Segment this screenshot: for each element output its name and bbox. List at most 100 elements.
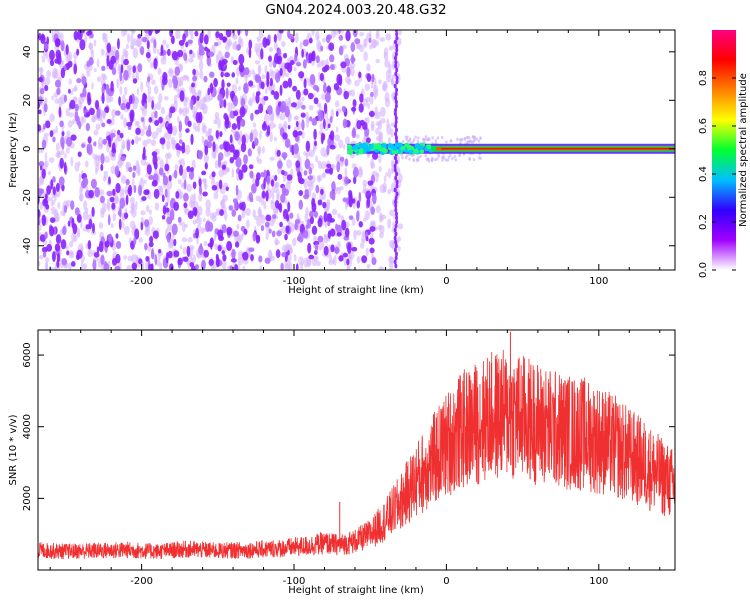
noise-speckle — [133, 184, 137, 194]
noise-speckle — [383, 47, 389, 56]
noise-speckle — [322, 171, 326, 179]
noise-speckle — [434, 158, 437, 162]
noise-streak — [394, 115, 398, 121]
noise-speckle — [308, 167, 313, 175]
noise-speckle — [250, 112, 254, 122]
signal-blob — [426, 144, 432, 150]
noise-speckle — [252, 92, 255, 104]
noise-speckle — [234, 131, 240, 141]
noise-speckle — [344, 158, 349, 167]
noise-speckle — [181, 141, 186, 150]
noise-speckle — [198, 151, 203, 160]
noise-speckle — [148, 174, 154, 181]
noise-speckle — [308, 37, 313, 44]
noise-speckle — [362, 121, 368, 131]
noise-speckle — [61, 184, 65, 192]
noise-speckle — [42, 123, 46, 130]
noise-speckle — [65, 107, 70, 117]
noise-speckle — [51, 250, 56, 263]
noise-speckle — [69, 240, 74, 248]
noise-speckle — [46, 69, 51, 79]
noise-speckle — [320, 188, 324, 196]
noise-speckle — [264, 257, 271, 264]
noise-speckle — [359, 31, 365, 37]
noise-speckle — [178, 139, 183, 144]
noise-speckle — [164, 188, 168, 198]
noise-speckle — [153, 39, 157, 49]
noise-speckle — [55, 152, 61, 158]
noise-speckle — [230, 258, 237, 263]
noise-speckle — [378, 266, 385, 270]
noise-speckle — [101, 92, 105, 104]
noise-speckle — [338, 139, 344, 149]
noise-speckle — [207, 128, 212, 136]
colorbar-gradient — [712, 30, 736, 270]
noise-speckle — [338, 34, 344, 41]
noise-speckle — [179, 164, 183, 176]
noise-speckle — [281, 40, 286, 48]
noise-speckle — [479, 156, 482, 160]
noise-speckle — [209, 212, 215, 220]
noise-speckle — [220, 71, 224, 78]
noise-speckle — [177, 49, 184, 58]
noise-speckle — [256, 235, 261, 242]
noise-speckle — [38, 161, 45, 167]
noise-speckle — [79, 194, 83, 202]
noise-speckle — [267, 105, 273, 115]
noise-speckle — [95, 162, 100, 173]
noise-speckle — [135, 201, 138, 211]
noise-speckle — [177, 179, 182, 185]
noise-speckle — [234, 241, 240, 248]
noise-speckle — [351, 128, 357, 139]
y-tick-label: 0 — [22, 146, 33, 152]
noise-streak — [395, 47, 399, 53]
noise-speckle — [254, 60, 261, 65]
noise-speckle — [224, 117, 230, 129]
noise-speckle — [194, 208, 197, 217]
noise-speckle — [308, 180, 314, 191]
noise-speckle — [411, 140, 415, 144]
noise-speckle — [192, 181, 197, 190]
noise-speckle — [170, 35, 175, 45]
noise-speckle — [88, 189, 94, 199]
noise-speckle — [123, 58, 129, 66]
noise-speckle — [201, 135, 205, 144]
noise-speckle — [188, 170, 195, 180]
noise-speckle — [219, 144, 224, 150]
noise-speckle — [466, 135, 469, 139]
noise-speckle — [128, 95, 133, 105]
noise-speckle — [250, 254, 254, 261]
noise-speckle — [454, 158, 457, 162]
x-tick-label: 0 — [443, 576, 449, 587]
noise-speckle — [207, 135, 214, 142]
noise-speckle — [173, 94, 178, 105]
noise-streak — [393, 111, 397, 117]
noise-speckle — [277, 48, 282, 57]
noise-speckle — [226, 240, 233, 252]
noise-speckle — [279, 113, 286, 121]
noise-speckle — [150, 248, 155, 260]
noise-speckle — [123, 117, 128, 128]
noise-speckle — [123, 255, 128, 260]
noise-speckle — [317, 235, 324, 243]
noise-speckle — [212, 141, 216, 153]
noise-speckle — [213, 234, 217, 241]
noise-streak — [394, 231, 398, 237]
noise-speckle — [238, 63, 245, 73]
noise-speckle — [214, 243, 218, 251]
noise-speckle — [287, 221, 293, 226]
noise-speckle — [183, 179, 187, 190]
noise-speckle — [76, 48, 80, 56]
snr-series-line — [38, 349, 675, 560]
noise-speckle — [136, 36, 143, 48]
noise-speckle — [293, 254, 297, 262]
noise-speckle — [311, 197, 316, 208]
noise-speckle — [273, 91, 280, 100]
noise-speckle — [453, 155, 456, 159]
noise-speckle — [300, 112, 306, 118]
noise-speckle — [185, 41, 189, 48]
noise-speckle — [146, 138, 152, 144]
noise-speckle — [380, 117, 386, 124]
noise-speckle — [283, 154, 286, 161]
noise-speckle — [95, 99, 100, 110]
